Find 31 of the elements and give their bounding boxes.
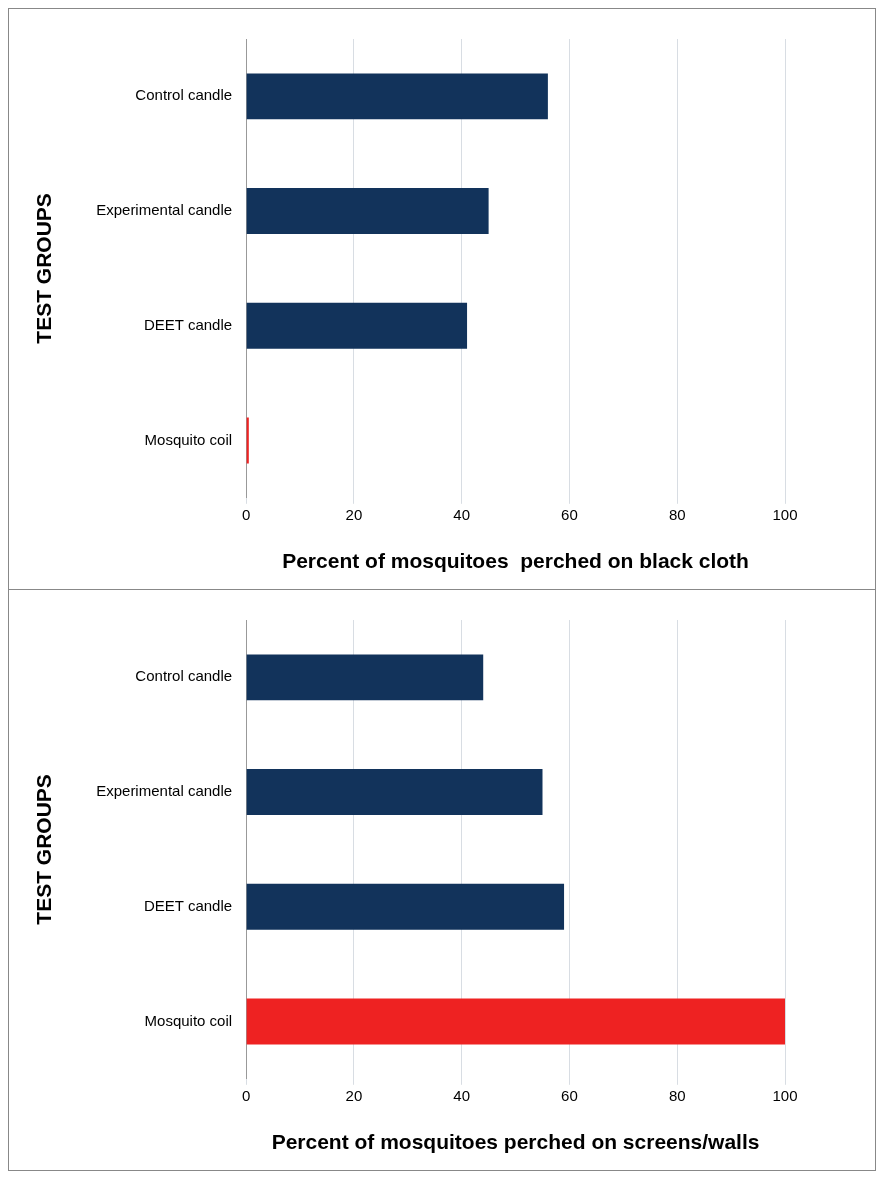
x-axis-title: Percent of mosquitoes perched on black cloth bbox=[282, 549, 749, 573]
bar bbox=[246, 769, 543, 815]
x-tick-label: 60 bbox=[561, 505, 578, 523]
bar bbox=[246, 302, 468, 349]
y-tick-label: DEET candle bbox=[144, 315, 233, 333]
bar bbox=[246, 883, 565, 930]
x-tick-label: 40 bbox=[453, 1086, 471, 1104]
x-tick-label: 0 bbox=[241, 1086, 251, 1104]
x-tick-label: 20 bbox=[345, 1086, 363, 1104]
y-tick-label: DEET candle bbox=[144, 896, 233, 914]
y-axis-title: TEST GROUPS bbox=[32, 774, 56, 925]
bar bbox=[246, 654, 484, 701]
x-axis-title: Percent of mosquitoes perched on screens/walls bbox=[271, 1130, 760, 1154]
y-tick-label: Experimental candle bbox=[96, 201, 233, 219]
x-tick-label: 20 bbox=[345, 505, 363, 523]
x-tick-label: 60 bbox=[561, 1086, 578, 1104]
x-tick-label: 100 bbox=[772, 505, 798, 523]
y-tick-label: Control candle bbox=[135, 86, 233, 104]
bar bbox=[246, 998, 785, 1045]
y-tick-label: Mosquito coil bbox=[144, 1011, 233, 1029]
y-axis-title: TEST GROUPS bbox=[32, 193, 56, 344]
x-tick-label: 100 bbox=[772, 1086, 798, 1104]
bar bbox=[246, 73, 548, 120]
bar bbox=[246, 188, 489, 234]
y-tick-label: Control candle bbox=[135, 667, 233, 685]
x-tick-label: 0 bbox=[241, 505, 251, 523]
x-tick-label: 80 bbox=[668, 1086, 686, 1104]
x-tick-label: 80 bbox=[668, 505, 686, 523]
y-tick-label: Experimental candle bbox=[96, 782, 233, 800]
y-tick-label: Mosquito coil bbox=[144, 430, 233, 448]
x-tick-label: 40 bbox=[453, 505, 471, 523]
